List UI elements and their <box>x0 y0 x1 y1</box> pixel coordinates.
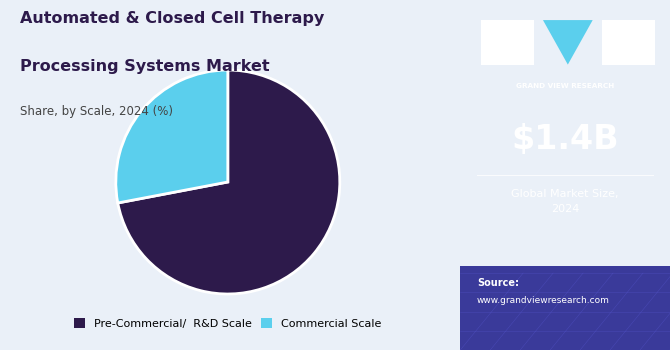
Text: www.grandviewresearch.com: www.grandviewresearch.com <box>477 296 610 305</box>
Text: $1.4B: $1.4B <box>511 124 619 156</box>
Wedge shape <box>116 70 228 203</box>
Polygon shape <box>543 20 593 64</box>
FancyBboxPatch shape <box>460 266 670 350</box>
Legend: Pre-Commercial/  R&D Scale, Commercial Scale: Pre-Commercial/ R&D Scale, Commercial Sc… <box>70 314 386 333</box>
Wedge shape <box>118 70 340 294</box>
Text: Share, by Scale, 2024 (%): Share, by Scale, 2024 (%) <box>20 105 173 118</box>
Text: GRAND VIEW RESEARCH: GRAND VIEW RESEARCH <box>516 83 614 89</box>
Bar <box>602 20 655 64</box>
Text: Automated & Closed Cell Therapy: Automated & Closed Cell Therapy <box>20 10 324 26</box>
Text: Processing Systems Market: Processing Systems Market <box>20 60 270 75</box>
Bar <box>481 20 534 64</box>
Text: Source:: Source: <box>477 278 519 288</box>
Text: Global Market Size,
2024: Global Market Size, 2024 <box>511 189 619 214</box>
